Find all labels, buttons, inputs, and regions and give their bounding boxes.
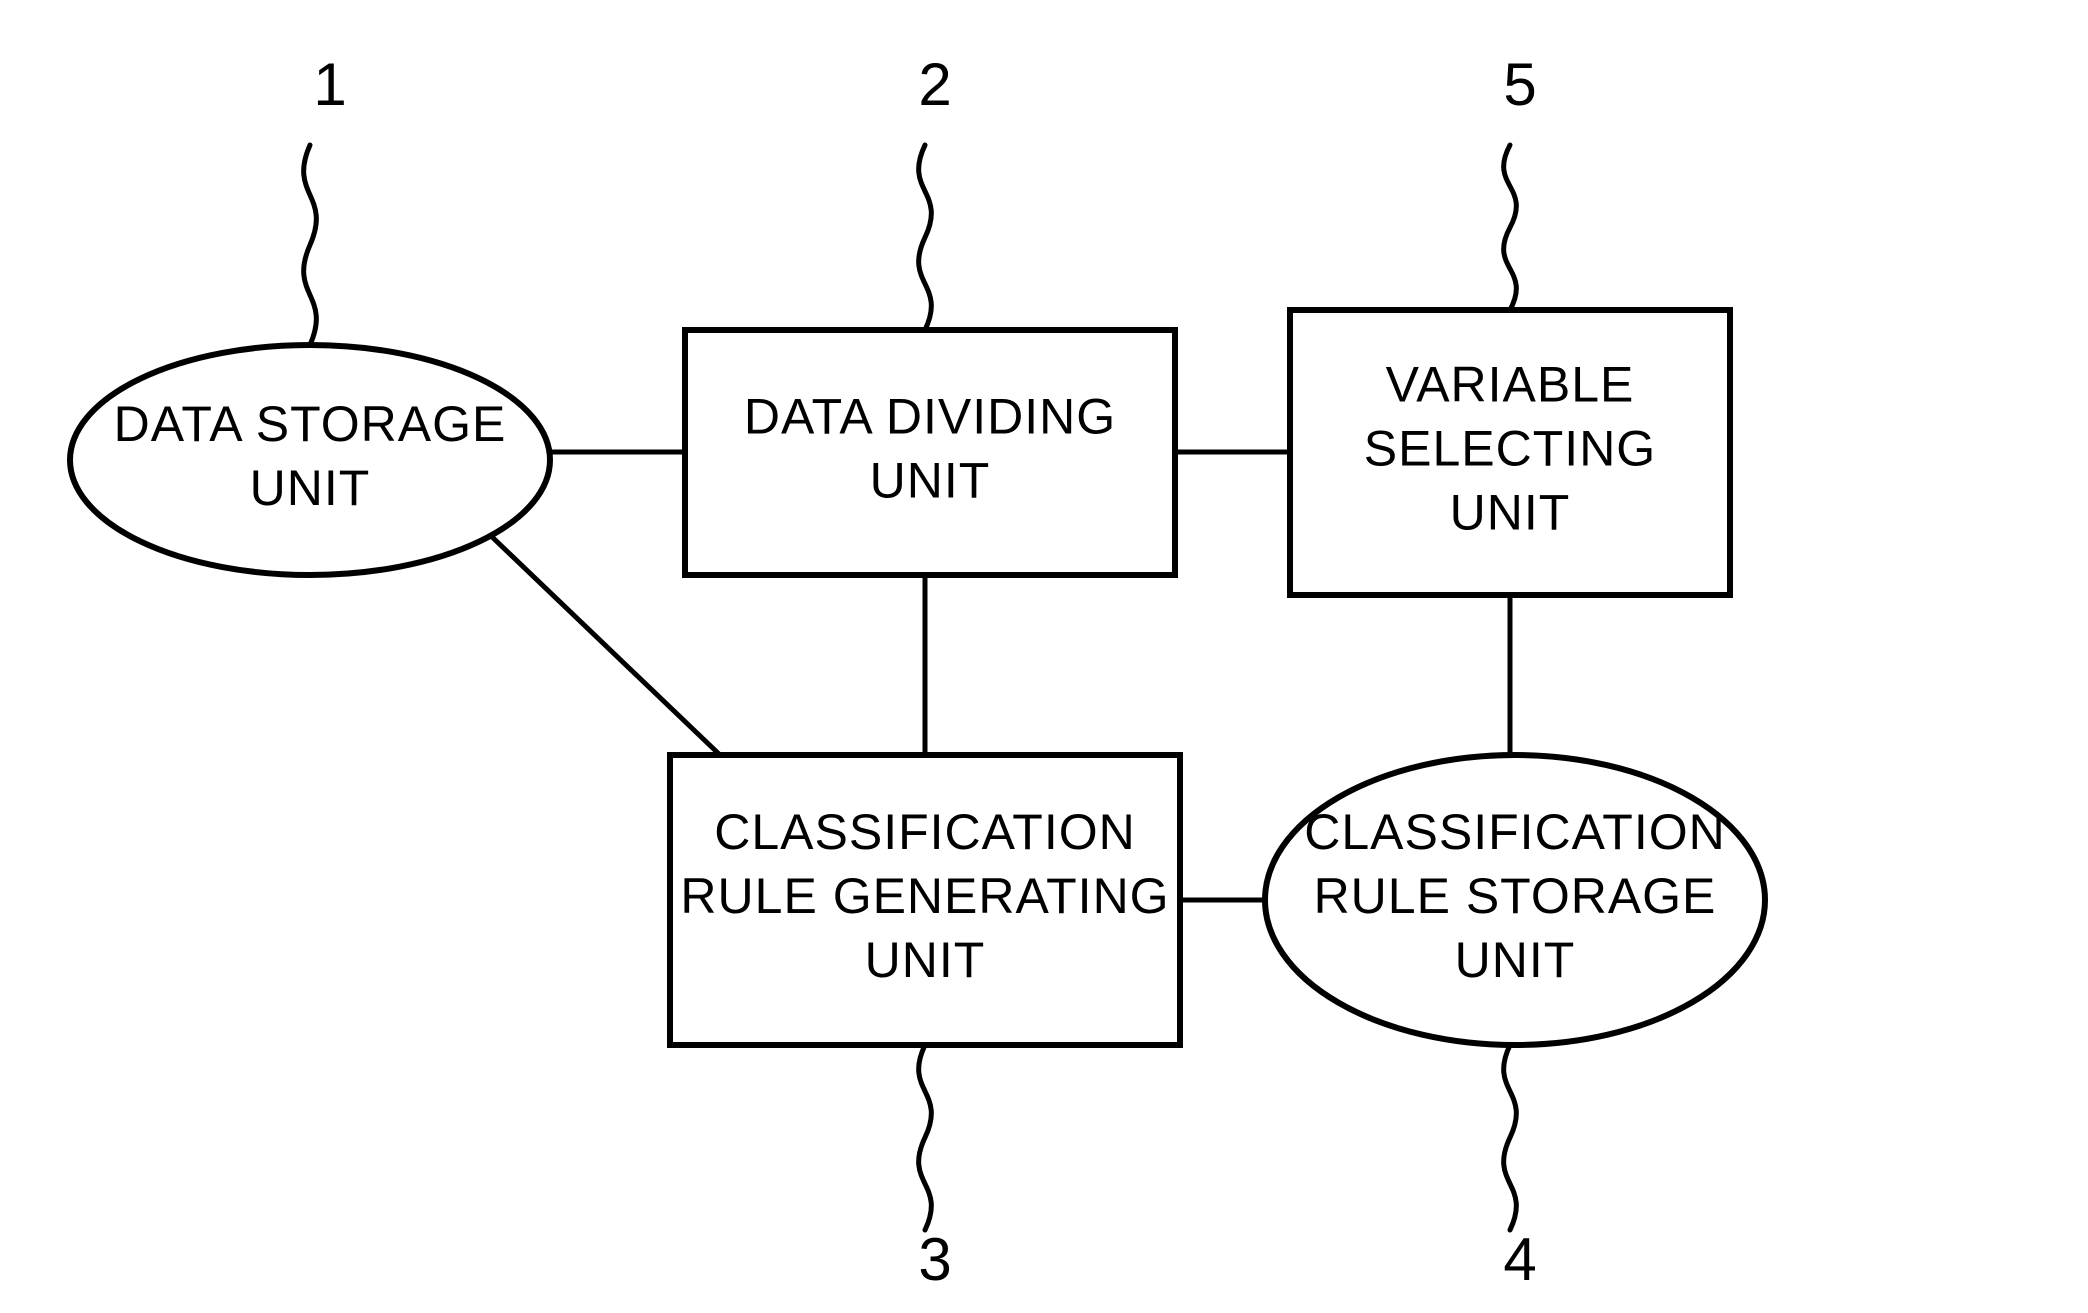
node-n5: VARIABLE SELECTING UNIT (1290, 310, 1730, 595)
callout-5-leader (1504, 145, 1517, 310)
callout-2-leader (919, 145, 932, 330)
node-n1: DATA STORAGE UNIT (70, 345, 550, 575)
callouts-layer: 1 2 5 3 4 (304, 51, 1537, 1293)
node-n5-label-line-1: SELECTING (1364, 421, 1656, 477)
callout-2: 2 (918, 51, 951, 330)
node-n2-label-line-0: DATA DIVIDING (744, 389, 1116, 445)
callout-4: 4 (1503, 1045, 1536, 1293)
node-n3-label-line-1: RULE GENERATING (680, 868, 1169, 924)
node-n3-label-line-0: CLASSIFICATION (714, 804, 1135, 860)
node-n4-label-line-0: CLASSIFICATION (1304, 804, 1725, 860)
node-n5-label-line-2: UNIT (1450, 485, 1571, 541)
callout-1: 1 (304, 51, 347, 345)
node-n4: CLASSIFICATION RULE STORAGE UNIT (1265, 755, 1765, 1045)
node-n5-label-line-0: VARIABLE (1386, 357, 1635, 413)
callout-4-number: 4 (1503, 1226, 1536, 1293)
node-n4-label-line-1: RULE STORAGE (1314, 868, 1717, 924)
block-diagram: DATA STORAGEUNITDATA DIVIDINGUNITVARIABL… (0, 0, 2088, 1313)
callout-5-number: 5 (1503, 51, 1536, 118)
callout-2-number: 2 (918, 51, 951, 118)
callout-3-leader (919, 1045, 932, 1230)
callout-1-leader (304, 145, 317, 345)
node-n3-label-line-2: UNIT (865, 932, 986, 988)
node-n1-label-line-0: DATA STORAGE (114, 396, 507, 452)
callout-3: 3 (918, 1045, 951, 1293)
node-n3: CLASSIFICATION RULE GENERATING UNIT (670, 755, 1180, 1045)
node-n1-label-line-1: UNIT (250, 460, 371, 516)
node-n2-label-line-1: UNIT (870, 453, 991, 509)
callout-1-number: 1 (313, 51, 346, 118)
callout-5: 5 (1503, 51, 1536, 310)
node-n2: DATA DIVIDING UNIT (685, 330, 1175, 575)
callout-4-leader (1504, 1045, 1517, 1230)
callout-3-number: 3 (918, 1226, 951, 1293)
node-n4-label-line-2: UNIT (1455, 932, 1576, 988)
